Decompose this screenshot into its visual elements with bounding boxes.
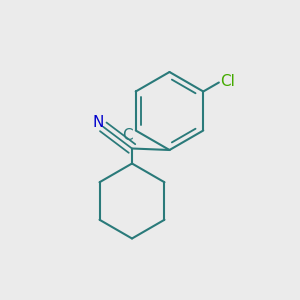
Text: Cl: Cl bbox=[220, 74, 235, 89]
Text: C: C bbox=[122, 128, 133, 143]
Text: N: N bbox=[92, 116, 104, 130]
